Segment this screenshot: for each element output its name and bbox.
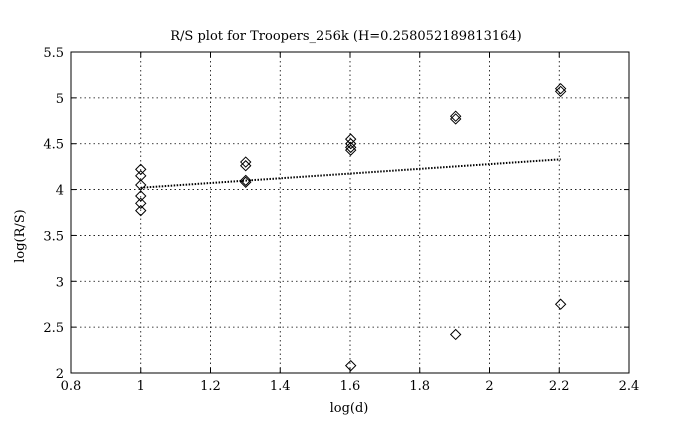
- data-points: [135, 82, 567, 372]
- data-point-diamond: [554, 85, 567, 98]
- fit-line: [140, 158, 561, 189]
- y-tick-label: 4: [56, 184, 64, 199]
- data-point-diamond: [344, 359, 357, 372]
- y-tick-label: 5.5: [43, 46, 64, 61]
- x-tick-label: 1.2: [200, 379, 221, 394]
- data-point-diamond: [240, 156, 252, 168]
- data-point-diamond: [449, 328, 462, 341]
- y-tick-label: 5: [56, 92, 64, 107]
- data-point-diamond: [554, 298, 567, 310]
- x-tick-label: 0.8: [61, 379, 82, 394]
- data-point-diamond: [344, 144, 357, 156]
- x-tick-label: 1.6: [340, 379, 361, 394]
- data-point-diamond: [135, 170, 147, 182]
- x-tick-label: 2.2: [549, 379, 570, 394]
- y-tick-label: 4.5: [43, 138, 64, 153]
- y-tick-label: 2: [56, 367, 64, 382]
- data-point-diamond: [240, 174, 252, 187]
- data-point-diamond: [240, 160, 252, 172]
- data-point-diamond: [135, 204, 147, 217]
- data-point-diamond: [135, 197, 147, 210]
- data-point-diamond: [240, 176, 252, 188]
- x-tick-label: 2.4: [619, 379, 640, 394]
- data-point-diamond: [344, 138, 357, 150]
- grid: [71, 52, 629, 373]
- data-point-diamond: [449, 113, 462, 125]
- data-point-diamond: [344, 133, 357, 145]
- x-tick-label: 1.8: [409, 379, 430, 394]
- y-axis-label: log(R/S): [13, 209, 28, 263]
- data-point-diamond: [135, 179, 147, 191]
- data-point-diamond: [135, 163, 147, 176]
- data-point-diamond: [135, 190, 147, 202]
- y-tick-label: 3: [56, 275, 64, 290]
- axis-ticks: 0.8 1 1.2 1.4 1.6 1.8 2 2.2 2.4 2 2.5 3 3.5 4 4.5 5 5.5: [43, 46, 639, 394]
- x-tick-label: 2: [485, 379, 493, 394]
- chart-title: R/S plot for Troopers_256k (H=0.25805218…: [170, 29, 521, 44]
- regression-line: [140, 158, 561, 189]
- y-tick-label: 3.5: [43, 229, 64, 244]
- x-tick-label: 1.4: [270, 379, 291, 394]
- x-axis-label: log(d): [330, 401, 369, 416]
- x-tick-label: 1: [137, 379, 145, 394]
- y-tick-label: 2.5: [43, 321, 64, 336]
- data-point-diamond: [344, 141, 357, 154]
- data-point-diamond: [554, 82, 567, 95]
- data-point-diamond: [449, 110, 462, 122]
